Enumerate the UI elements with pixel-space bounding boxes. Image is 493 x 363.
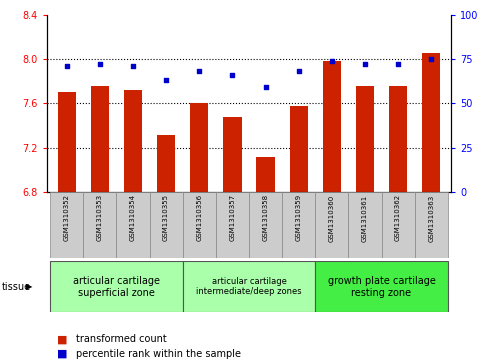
Point xyxy=(394,61,402,67)
Point xyxy=(228,72,236,78)
Point xyxy=(262,85,270,90)
Bar xyxy=(349,192,382,258)
Bar xyxy=(183,261,315,312)
Point xyxy=(195,69,203,74)
Text: GSM1310359: GSM1310359 xyxy=(296,194,302,241)
Point xyxy=(129,63,137,69)
Text: growth plate cartilage
resting zone: growth plate cartilage resting zone xyxy=(327,276,435,298)
Bar xyxy=(223,117,242,192)
Text: GSM1310361: GSM1310361 xyxy=(362,194,368,242)
Bar xyxy=(282,192,315,258)
Bar xyxy=(389,86,407,192)
Point xyxy=(162,77,170,83)
Bar xyxy=(58,92,76,192)
Text: ■: ■ xyxy=(57,349,67,359)
Bar xyxy=(323,61,341,192)
Bar xyxy=(116,192,149,258)
Bar xyxy=(50,261,183,312)
Text: percentile rank within the sample: percentile rank within the sample xyxy=(76,349,242,359)
Text: transformed count: transformed count xyxy=(76,334,167,344)
Bar xyxy=(422,53,440,192)
Text: GSM1310363: GSM1310363 xyxy=(428,194,434,242)
Bar xyxy=(50,192,83,258)
Bar xyxy=(183,192,216,258)
Bar xyxy=(356,86,374,192)
Bar xyxy=(249,192,282,258)
Text: GSM1310354: GSM1310354 xyxy=(130,194,136,241)
Point xyxy=(96,61,104,67)
Point xyxy=(427,56,435,62)
Bar xyxy=(83,192,116,258)
Text: GSM1310356: GSM1310356 xyxy=(196,194,202,241)
Bar xyxy=(190,103,209,192)
Bar xyxy=(315,261,448,312)
Bar xyxy=(157,135,175,192)
Bar xyxy=(415,192,448,258)
Text: articular cartilage
intermediate/deep zones: articular cartilage intermediate/deep zo… xyxy=(196,277,302,297)
Point xyxy=(295,69,303,74)
Text: tissue: tissue xyxy=(2,282,31,292)
Text: GSM1310360: GSM1310360 xyxy=(329,194,335,242)
Bar xyxy=(149,192,183,258)
Bar xyxy=(216,192,249,258)
Text: GSM1310357: GSM1310357 xyxy=(229,194,235,241)
Text: ■: ■ xyxy=(57,334,67,344)
Point xyxy=(361,61,369,67)
Text: GSM1310355: GSM1310355 xyxy=(163,194,169,241)
Bar xyxy=(289,106,308,192)
Text: articular cartilage
superficial zone: articular cartilage superficial zone xyxy=(73,276,160,298)
Point xyxy=(328,58,336,64)
Text: GSM1310358: GSM1310358 xyxy=(263,194,269,241)
Bar xyxy=(124,90,142,192)
Bar xyxy=(256,157,275,192)
Text: GSM1310353: GSM1310353 xyxy=(97,194,103,241)
Text: GSM1310352: GSM1310352 xyxy=(64,194,70,241)
Bar xyxy=(382,192,415,258)
Point xyxy=(63,63,70,69)
Bar xyxy=(315,192,349,258)
Bar xyxy=(91,86,109,192)
Text: GSM1310362: GSM1310362 xyxy=(395,194,401,241)
Text: ▶: ▶ xyxy=(26,282,32,291)
